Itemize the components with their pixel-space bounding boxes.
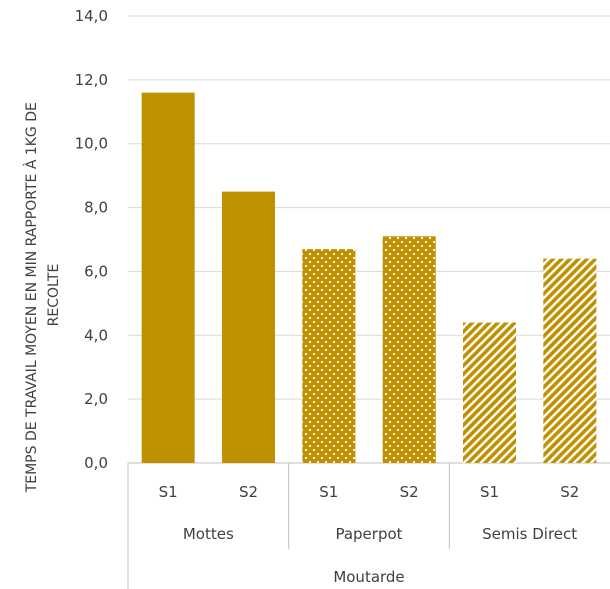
bar-mottes-s1 <box>141 92 195 463</box>
y-tick-label: 10,0 <box>75 135 108 153</box>
group-label: Mottes <box>183 525 234 543</box>
x-category-label: S1 <box>159 483 178 501</box>
y-axis-title-line-1: TEMPS DE TRAVAIL MOYEN EN MIN RAPPORTE À… <box>23 102 40 493</box>
y-tick-label: 6,0 <box>84 262 108 280</box>
top-group-label: Moutarde <box>333 568 404 586</box>
category-axis: S1 S2 S1 S2 S1 S2 Mottes Paperpot Semis Direct Mo… <box>127 463 579 589</box>
bar-semis-direct-s2 <box>543 258 597 463</box>
y-tick-label: 2,0 <box>84 390 108 408</box>
group-label: Semis Direct <box>482 525 577 543</box>
y-tick-label: 14,0 <box>75 7 108 25</box>
group-label: Paperpot <box>335 525 402 543</box>
gridlines <box>128 15 610 464</box>
y-tick-label: 0,0 <box>84 454 108 472</box>
bar-paperpot-s1 <box>302 249 356 463</box>
y-tick-labels: 0,0 2,0 4,0 6,0 8,0 10,0 12,0 14,0 <box>75 7 108 472</box>
y-tick-label: 8,0 <box>84 199 108 217</box>
x-category-label: S2 <box>400 483 419 501</box>
y-axis-title: TEMPS DE TRAVAIL MOYEN EN MIN RAPPORTE À… <box>23 98 62 494</box>
x-category-label: S2 <box>560 483 579 501</box>
y-axis-title-line-2: RECOLTE <box>46 264 62 327</box>
bar-paperpot-s2 <box>382 236 436 463</box>
x-category-label: S2 <box>239 483 258 501</box>
x-category-label: S1 <box>480 483 499 501</box>
bar-mottes-s2 <box>221 191 276 463</box>
bars <box>141 92 597 463</box>
x-category-label: S1 <box>319 483 338 501</box>
y-tick-label: 12,0 <box>75 71 108 89</box>
y-tick-label: 4,0 <box>84 326 108 344</box>
bar-semis-direct-s1 <box>462 322 517 463</box>
